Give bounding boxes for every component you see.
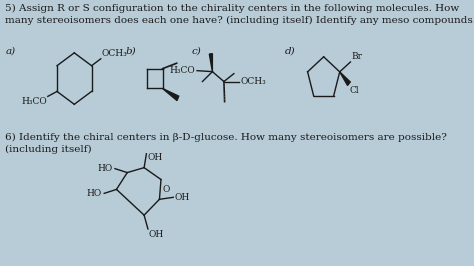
Text: H₃CO: H₃CO	[21, 97, 47, 106]
Text: HO: HO	[97, 164, 113, 173]
Text: Br: Br	[351, 52, 362, 61]
Text: OH: OH	[174, 193, 189, 202]
Text: O: O	[163, 185, 170, 194]
Text: Cl: Cl	[350, 86, 359, 95]
Polygon shape	[340, 72, 350, 85]
Text: d): d)	[285, 47, 296, 56]
Text: c): c)	[191, 47, 201, 56]
Text: 6) Identify the chiral centers in β-D-glucose. How many stereoisomers are possib: 6) Identify the chiral centers in β-D-gl…	[5, 133, 447, 154]
Polygon shape	[163, 89, 179, 101]
Text: 5) Assign R or S configuration to the chirality centers in the following molecul: 5) Assign R or S configuration to the ch…	[5, 4, 474, 26]
Text: a): a)	[5, 47, 15, 56]
Text: OCH₃: OCH₃	[101, 49, 128, 58]
Text: OH: OH	[149, 230, 164, 239]
Text: OCH₃: OCH₃	[240, 77, 266, 86]
Polygon shape	[210, 54, 212, 72]
Text: b): b)	[126, 47, 137, 56]
Text: H₃CO: H₃CO	[169, 66, 195, 75]
Text: HO: HO	[87, 189, 102, 198]
Text: OH: OH	[147, 153, 163, 162]
